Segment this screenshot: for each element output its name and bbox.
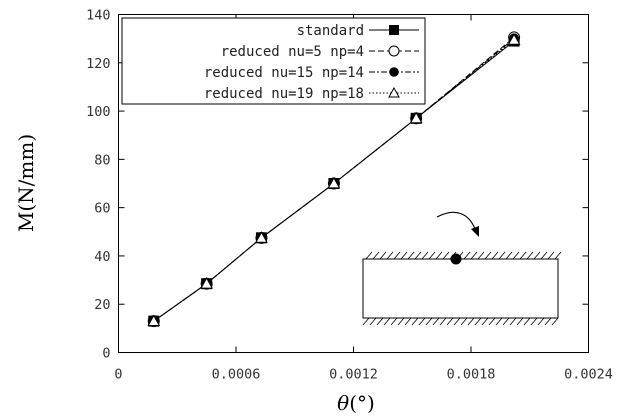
series-line-4 <box>153 39 515 322</box>
y-tick-label: 80 <box>94 152 110 168</box>
data-point-series-4 <box>255 231 268 243</box>
hatch-stroke <box>505 251 513 260</box>
legend-samples <box>369 25 419 98</box>
hatch-stroke <box>530 317 538 326</box>
hatch-stroke <box>484 251 492 260</box>
hatch-stroke <box>365 251 373 260</box>
bottom-clamp-hatching <box>362 317 559 326</box>
hatch-stroke <box>425 317 433 326</box>
legend-label-reduced-nu19: reduced nu=19 np=18 <box>204 86 364 102</box>
data-point-series-4 <box>409 111 423 124</box>
x-tick-label: 0.0024 <box>564 367 613 383</box>
hatch-stroke <box>533 251 541 260</box>
hatch-stroke <box>362 317 370 326</box>
hatch-stroke <box>432 317 440 326</box>
hatch-stroke <box>390 317 398 326</box>
hatch-stroke <box>474 317 482 326</box>
legend-box <box>121 17 426 105</box>
y-axis-title: M(N/mm) <box>14 134 38 232</box>
legend-sample-marker-4 <box>388 86 400 98</box>
moment-arrow-icon <box>436 211 476 230</box>
y-tick-label: 0 <box>102 346 110 362</box>
hatch-stroke <box>407 251 415 260</box>
hatch-stroke <box>467 317 475 326</box>
x-tick-label: 0.0006 <box>212 367 261 383</box>
legend-sample-marker-3 <box>389 67 399 77</box>
hatch-stroke <box>477 251 485 260</box>
hatch-stroke <box>386 251 394 260</box>
hatch-stroke <box>379 251 387 260</box>
hatch-stroke <box>393 251 401 260</box>
legend-label-reduced-nu15: reduced nu=15 np=14 <box>204 65 364 81</box>
hatch-stroke <box>372 251 380 260</box>
hatch-stroke <box>400 251 408 260</box>
hatch-stroke <box>460 317 468 326</box>
hatch-stroke <box>383 317 391 326</box>
plot-frame <box>118 14 589 353</box>
moment-arrowhead-icon <box>471 226 479 237</box>
data-point-series-4 <box>147 314 161 327</box>
x-axis-symbol: θ <box>337 391 349 415</box>
hatch-stroke <box>404 317 412 326</box>
legend-label-reduced-nu5: reduced nu=5 np=4 <box>221 44 364 60</box>
hatch-stroke <box>453 317 461 326</box>
hatch-stroke <box>446 317 454 326</box>
x-tick-label: 0 <box>114 367 122 383</box>
hatch-stroke <box>442 251 450 260</box>
hatch-stroke <box>439 317 447 326</box>
hatch-stroke <box>498 251 506 260</box>
hatch-stroke <box>544 317 552 326</box>
hatch-stroke <box>551 317 559 326</box>
tick-layer: 0 20 40 60 80 100 120 140 0 0.0006 0.0012 0.0018 0.0… <box>86 8 613 383</box>
data-point-series-4 <box>327 176 341 189</box>
x-tick-label: 0.0018 <box>447 367 496 383</box>
x-axis-title: θ(°) <box>337 391 375 415</box>
legend-label-standard: standard <box>297 23 364 39</box>
hatch-stroke <box>509 317 517 326</box>
hatch-stroke <box>369 317 377 326</box>
x-axis-unit: (°) <box>349 391 375 415</box>
hatch-stroke <box>421 251 429 260</box>
data-point-series-4 <box>507 33 521 45</box>
hatch-stroke <box>495 317 503 326</box>
x-tick-label: 0.0012 <box>329 367 378 383</box>
hatch-stroke <box>537 317 545 326</box>
legend-sample-marker-2 <box>388 45 400 57</box>
hatch-stroke <box>512 251 520 260</box>
y-tick-label: 100 <box>86 104 110 120</box>
hatch-stroke <box>547 251 555 260</box>
y-tick-label: 20 <box>94 297 110 313</box>
hatch-stroke <box>376 317 384 326</box>
y-tick-label: 140 <box>86 8 110 24</box>
hatch-stroke <box>397 317 405 326</box>
hatch-stroke <box>554 251 562 260</box>
hatch-stroke <box>414 251 422 260</box>
hatch-stroke <box>435 251 443 260</box>
hatch-stroke <box>516 317 524 326</box>
hatch-stroke <box>491 251 499 260</box>
hatch-stroke <box>540 251 548 260</box>
hatch-stroke <box>418 317 426 326</box>
legend: standard reduced nu=5 np=4 reduced nu=15… <box>121 17 426 105</box>
hatch-stroke <box>470 251 478 260</box>
y-tick-label: 40 <box>94 249 110 265</box>
hatch-stroke <box>481 317 489 326</box>
beam-inset-diagram <box>362 211 562 326</box>
beam-body <box>362 258 559 319</box>
moment-load-point <box>450 253 462 265</box>
y-tick-label: 60 <box>94 201 110 217</box>
hatch-stroke <box>428 251 436 260</box>
hatch-stroke <box>463 251 471 260</box>
hatch-stroke <box>502 317 510 326</box>
hatch-stroke <box>519 251 527 260</box>
y-tick-label: 120 <box>86 56 110 72</box>
hatch-stroke <box>526 251 534 260</box>
data-point-series-4 <box>200 277 213 289</box>
hatch-stroke <box>411 317 419 326</box>
hatch-stroke <box>523 317 531 326</box>
series-layer <box>147 31 521 328</box>
legend-sample-marker-1 <box>389 25 399 35</box>
hatch-stroke <box>488 317 496 326</box>
